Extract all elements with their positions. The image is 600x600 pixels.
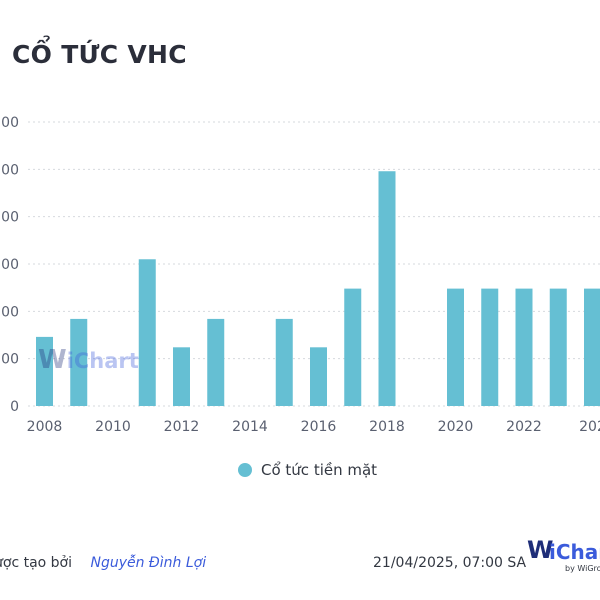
x-tick-label: 2022 (506, 419, 542, 435)
y-tick-label: 00 (1, 304, 19, 320)
wichart-logo[interactable]: W iChart by WiGro (527, 536, 600, 576)
bar-2023[interactable] (549, 288, 567, 406)
bar-2009[interactable] (70, 318, 88, 406)
legend-swatch (238, 463, 252, 477)
x-tick-label: 2016 (301, 419, 337, 435)
logo-w: W (527, 536, 554, 564)
x-tick-label: 2008 (27, 419, 63, 435)
y-tick-label: 00 (1, 115, 19, 131)
bar-2020[interactable] (447, 288, 464, 406)
y-tick-label: 0 (10, 399, 19, 415)
y-tick-label: 00 (1, 352, 19, 368)
footer-datetime: 21/04/2025, 07:00 SA (373, 555, 527, 571)
bar-2013[interactable] (207, 318, 225, 406)
watermark-logo: WiChart (38, 345, 139, 375)
chart-title: CỔ TỨC VHC (12, 40, 187, 69)
legend[interactable]: Cổ tức tiền mặt (238, 461, 377, 479)
footer-credit: ược tạo bởi Nguyễn Đình Lợi (0, 555, 206, 571)
x-tick-label: 2020 (438, 419, 474, 435)
y-tick-label: 00 (1, 257, 19, 273)
bar-2017[interactable] (344, 288, 362, 406)
bar-2008[interactable] (36, 336, 53, 406)
bar-2022[interactable] (515, 288, 533, 406)
x-tick-label: 202 (579, 419, 600, 435)
x-tick-label: 2014 (232, 419, 268, 435)
y-tick-label: 00 (1, 162, 19, 178)
bar-2015[interactable] (275, 318, 293, 406)
bar-2021[interactable] (481, 288, 499, 406)
x-axis: 2008 2010 2012 2014 2016 2018 2020 2022 202 (27, 419, 600, 435)
bar-2016[interactable] (310, 347, 327, 406)
x-tick-label: 2012 (164, 419, 200, 435)
x-tick-label: 2018 (369, 419, 405, 435)
x-tick-label: 2010 (95, 419, 131, 435)
bars (36, 171, 600, 406)
bar-2011[interactable] (138, 259, 156, 406)
bar-2024[interactable] (584, 288, 600, 406)
bar-2012[interactable] (173, 347, 190, 406)
author-link[interactable]: Nguyễn Đình Lợi (90, 555, 207, 571)
y-tick-label: 00 (1, 210, 19, 226)
logo-chart-text: iChart (549, 540, 600, 564)
logo-byline: by WiGro (565, 564, 600, 573)
bar-2018[interactable] (378, 171, 396, 406)
legend-label: Cổ tức tiền mặt (261, 461, 378, 479)
created-by-label: ược tạo bởi (0, 555, 73, 571)
